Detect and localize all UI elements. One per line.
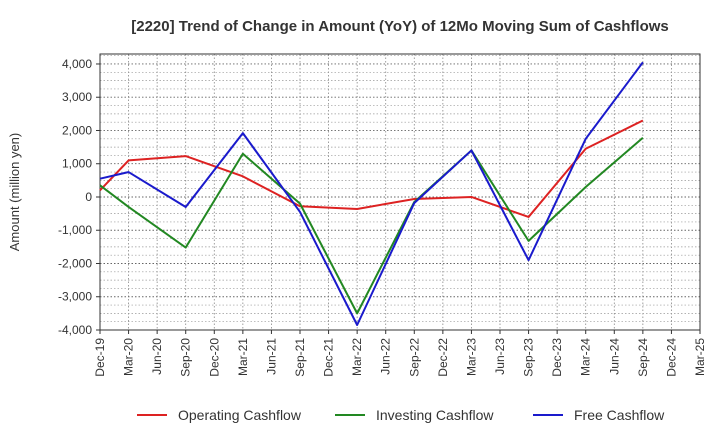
x-tick-label: Mar-20: [122, 338, 136, 376]
series-line-operating-cashflow: [99, 119, 644, 218]
plot-frame: [99, 53, 701, 331]
x-tick-label: Jun-20: [150, 338, 164, 375]
x-tick-label: Sep-22: [407, 338, 421, 377]
series-group: [99, 61, 644, 327]
y-tick-label: 4,000: [62, 57, 92, 71]
legend: Operating Cashflow Investing Cashflow Free…: [137, 407, 665, 423]
x-tick-label: Mar-25: [693, 338, 707, 376]
x-tick-label: Jun-23: [493, 338, 507, 375]
x-tick-label: Mar-22: [350, 338, 364, 376]
y-tick-label: 1,000: [62, 157, 92, 171]
y-axis-label: Amount (million yen): [7, 133, 22, 252]
axes: [96, 53, 701, 334]
x-tick-label: Sep-23: [522, 338, 536, 377]
y-tick-label: -4,000: [58, 323, 92, 337]
y-tick-label: -1,000: [58, 223, 92, 237]
x-tick-label: Sep-20: [179, 338, 193, 377]
series-line-investing-cashflow: [99, 137, 644, 315]
grid: [99, 54, 701, 331]
y-tick-label: -2,000: [58, 256, 92, 270]
y-tick-label: 0: [85, 190, 92, 204]
x-tick-label: Dec-23: [550, 338, 564, 377]
legend-label-operating-cashflow: Operating Cashflow: [178, 407, 302, 423]
y-tick-labels: -4,000 -3,000 -2,000 -1,000 0 1,000 2,000 3,000…: [58, 57, 92, 337]
legend-label-free-cashflow: Free Cashflow: [574, 407, 665, 423]
legend-label-investing-cashflow: Investing Cashflow: [376, 407, 494, 423]
series-line-free-cashflow: [99, 61, 644, 327]
x-tick-label: Dec-22: [436, 338, 450, 377]
x-tick-label: Sep-24: [636, 338, 650, 377]
x-tick-label: Jun-22: [379, 338, 393, 375]
x-tick-label: Dec-20: [207, 338, 221, 377]
x-tick-label: Dec-21: [322, 338, 336, 377]
plot-area: [100, 54, 700, 330]
x-tick-label: Dec-24: [664, 338, 678, 377]
y-tick-label: 3,000: [62, 90, 92, 104]
x-tick-label: Jun-21: [264, 338, 278, 375]
x-tick-label: Mar-21: [236, 338, 250, 376]
x-tick-label: Dec-19: [93, 338, 107, 377]
chart-title: [2220] Trend of Change in Amount (YoY) o…: [131, 18, 669, 35]
y-tick-label: -3,000: [58, 290, 92, 304]
x-tick-label: Jun-24: [607, 338, 621, 375]
x-tick-label: Mar-24: [579, 338, 593, 376]
y-tick-label: 2,000: [62, 123, 92, 137]
x-tick-label: Sep-21: [293, 338, 307, 377]
x-tick-labels: Dec-19 Mar-20 Jun-20 Sep-20 Dec-20 Mar-21 Jun-…: [93, 338, 707, 377]
x-tick-label: Mar-23: [464, 338, 478, 376]
